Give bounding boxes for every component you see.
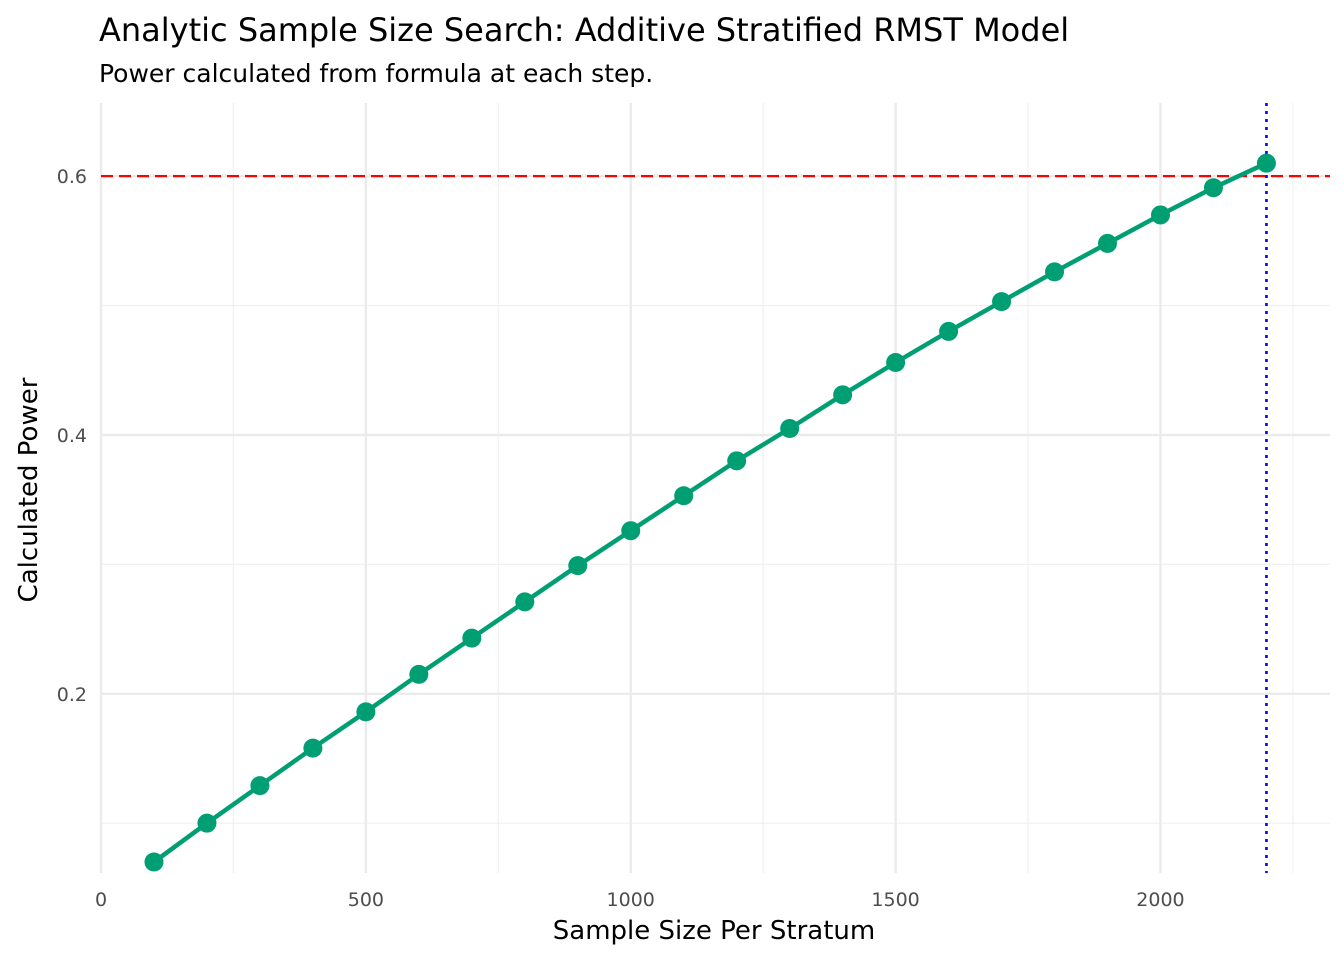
data-point: [250, 776, 270, 796]
x-tick-label: 500: [348, 889, 384, 911]
series-line: [152, 161, 1268, 864]
data-point: [1098, 233, 1118, 253]
y-tick-label: 0.2: [57, 684, 87, 706]
data-point: [674, 486, 694, 506]
data-point: [515, 592, 535, 612]
chart-subtitle: Power calculated from formula at each st…: [99, 59, 653, 88]
data-point: [833, 385, 853, 405]
data-point: [992, 292, 1012, 312]
reference-lines: [101, 103, 1330, 873]
data-point: [1150, 205, 1170, 225]
chart-title: Analytic Sample Size Search: Additive St…: [99, 11, 1069, 49]
x-tick-label: 1000: [607, 889, 655, 911]
x-tick-label: 0: [95, 889, 107, 911]
y-axis-ticks: 0.2 0.4 0.6: [57, 166, 87, 706]
data-point: [409, 664, 429, 684]
x-axis-ticks: 0 500 1000 1500 2000: [95, 889, 1185, 911]
data-series: [144, 153, 1276, 872]
x-tick-label: 1500: [871, 889, 919, 911]
data-point: [939, 321, 959, 341]
data-point: [727, 451, 747, 471]
x-axis-label: Sample Size Per Stratum: [553, 916, 875, 946]
data-point: [568, 556, 588, 576]
data-point: [1203, 178, 1223, 198]
data-point: [886, 352, 906, 372]
data-point: [1045, 262, 1065, 282]
x-tick-label: 2000: [1136, 889, 1184, 911]
data-point: [144, 852, 164, 872]
y-tick-label: 0.4: [57, 425, 87, 447]
data-point: [780, 418, 800, 438]
data-point: [462, 628, 482, 648]
data-point: [197, 813, 217, 833]
y-tick-label: 0.6: [57, 166, 87, 188]
data-point: [356, 702, 376, 722]
data-point: [621, 521, 641, 541]
data-point: [1256, 153, 1276, 173]
data-point: [303, 738, 323, 758]
y-axis-label: Calculated Power: [14, 377, 44, 602]
